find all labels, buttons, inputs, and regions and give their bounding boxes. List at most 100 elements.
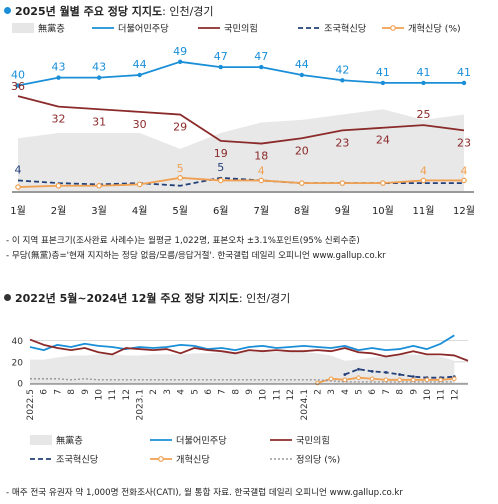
- data-label-ppp: 18: [254, 150, 268, 163]
- data-label-ppp: 24: [376, 134, 390, 147]
- x-tick-label: 11: [272, 389, 282, 400]
- x-tick-label: 11월: [412, 205, 434, 217]
- x-tick-label: 3월: [91, 205, 107, 217]
- data-label-reform: 4: [461, 164, 468, 177]
- series-line-justice: [30, 378, 455, 383]
- point-reform: [383, 377, 389, 383]
- data-label-dem: 40: [11, 69, 25, 82]
- x-tick-label: 7: [382, 389, 392, 395]
- legend-swatch-none: [30, 435, 52, 445]
- x-tick-label: 4월: [132, 205, 148, 217]
- legend-marker-reform: [158, 456, 164, 462]
- point-dem: [15, 83, 21, 88]
- x-tick-label: 8: [231, 389, 241, 395]
- point-reform: [356, 375, 361, 380]
- x-tick-label: 8: [396, 389, 406, 395]
- data-label-reform: 5: [177, 162, 184, 175]
- series-line-reform: [17, 176, 464, 188]
- point-reform: [55, 182, 62, 189]
- x-tick-label: 12: [450, 389, 460, 400]
- data-label-reform: 4: [258, 164, 265, 177]
- x-tick-label: 10월: [372, 205, 394, 217]
- point-reform: [342, 377, 348, 383]
- legend-label-none: 無黨층: [56, 435, 83, 447]
- title-bullet-icon: [4, 7, 11, 14]
- data-label-dem: 43: [92, 61, 106, 74]
- chart2-title: 2022년 5월~2024년 12월 주요 정당 지지도: 인천/경기: [4, 290, 290, 306]
- x-tick-label: 6월: [213, 205, 229, 217]
- none-area: [18, 109, 464, 191]
- legend-label-reform: 개혁신당 (%): [408, 24, 461, 35]
- point-dem: [299, 72, 305, 78]
- legend-label-dem: 더불어민주당: [176, 436, 227, 447]
- chart1-title-text: 2025년 월별 주요 정당 지지도: [15, 5, 163, 18]
- x-tick-label: 7월: [253, 205, 269, 217]
- x-tick-label: 10: [259, 389, 269, 401]
- x-tick-label: 9: [245, 389, 255, 395]
- point-dem: [259, 64, 264, 70]
- legend-label-rebuild: 조국혁신당: [56, 455, 99, 466]
- x-tick-label: 12: [122, 389, 132, 400]
- point-rebuild: [343, 373, 347, 376]
- point-reform: [258, 177, 265, 184]
- legend-swatch-none: [12, 23, 34, 33]
- chart2-title-text: 2022년 5월~2024년 12월 주요 정당 지지도: [15, 292, 239, 305]
- x-tick-label: 5: [355, 389, 365, 395]
- point-reform: [438, 377, 443, 383]
- x-tick-label: 12: [286, 389, 296, 400]
- point-reform: [369, 376, 375, 382]
- x-tick-label: 9: [81, 389, 91, 395]
- none-area: [30, 351, 455, 383]
- data-label-ppp: 20: [295, 144, 309, 157]
- chart1-legend: 無黨층 더불어민주당 국민의힘 조국혁신당 개혁신당 (%): [12, 23, 461, 35]
- legend-label-reform: 개혁신당: [176, 455, 210, 466]
- chart1-note-2: - 무당(無黨)층='현재 지지하는 정당 없음/모름/응답거절'. 한국갤럽 …: [6, 251, 386, 261]
- legend-label-none: 無黨층: [38, 23, 65, 35]
- x-tick-label: 2022.5: [26, 389, 36, 421]
- x-tick-label: 6: [204, 389, 214, 395]
- data-label-ppp: 25: [416, 108, 430, 121]
- point-reform: [397, 377, 402, 383]
- x-tick-label: 3: [163, 389, 173, 395]
- legend-label-justice: 정의당 (%): [296, 455, 340, 466]
- x-tick-label: 11: [108, 389, 118, 400]
- data-label-dem: 41: [376, 66, 390, 79]
- x-tick-label: 4: [341, 389, 351, 395]
- x-tick-label: 7: [218, 389, 228, 395]
- x-tick-label: 2월: [51, 205, 67, 217]
- x-tick-label: 2: [149, 389, 159, 395]
- legend-label-ppp: 국민의힘: [296, 436, 330, 447]
- title-bullet-icon: [4, 294, 11, 301]
- data-label-dem: 44: [295, 58, 309, 71]
- data-label-dem: 41: [416, 66, 430, 79]
- point-dem: [461, 80, 467, 86]
- data-label-dem: 41: [457, 66, 471, 79]
- point-reform: [461, 177, 467, 184]
- data-label-ppp: 23: [457, 136, 471, 149]
- point-reform: [136, 181, 143, 188]
- point-reform: [380, 180, 386, 186]
- data-label-reform: 4: [420, 164, 427, 177]
- data-label-dem: 47: [254, 50, 268, 63]
- x-tick-label: 3: [327, 389, 337, 395]
- data-label-dem: 47: [214, 50, 228, 63]
- chart1-subtitle: : 인천/경기: [162, 5, 214, 18]
- x-tick-label: 11: [437, 389, 447, 400]
- x-tick-label: 9: [409, 389, 419, 395]
- data-label-ppp: 31: [92, 115, 106, 128]
- x-tick-label: 2: [313, 389, 323, 395]
- x-tick-label: 10: [423, 389, 433, 401]
- series-line-dem: [29, 334, 455, 352]
- data-label-rebuild: 5: [217, 161, 224, 174]
- series-line-dem: [17, 60, 464, 87]
- point-dem: [421, 80, 426, 86]
- series-line-ppp: [29, 338, 469, 362]
- data-label-ppp: 30: [133, 118, 147, 131]
- point-reform: [424, 377, 430, 383]
- point-reform: [217, 177, 224, 184]
- point-dem: [56, 75, 61, 80]
- chart1-title: 2025년 월별 주요 정당 지지도: 인천/경기: [4, 3, 214, 19]
